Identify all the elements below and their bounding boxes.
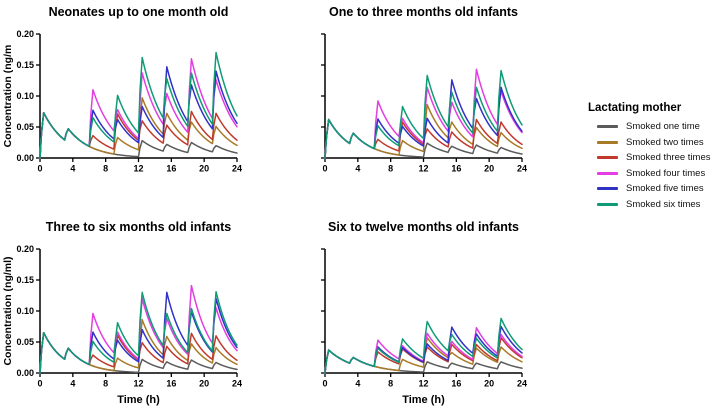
- legend-item-label: Smoked three times: [626, 152, 711, 164]
- y-tick-label: 0.10: [16, 306, 34, 316]
- legend-line-swatch-one-time: [597, 125, 618, 129]
- x-tick-label: 0: [37, 164, 42, 174]
- x-tick-label: 8: [103, 164, 108, 174]
- x-tick-label: 20: [199, 164, 209, 174]
- x-tick-label: 4: [70, 379, 75, 389]
- y-tick-label: 0.15: [16, 275, 34, 285]
- legend-item: Smoked five times: [588, 181, 723, 197]
- chart-panel-neonates: 0.00 0.05 0.10 0.15 0.20 0 4 8 12 16 20 24 Neonates …: [2, 5, 242, 174]
- x-tick-label: 16: [166, 379, 176, 389]
- legend-item-label: Smoked five times: [626, 183, 704, 195]
- series-line-smoked-six-times: [324, 317, 523, 374]
- y-tick-label: 0.05: [16, 122, 34, 132]
- panel-title: Three to six months old infants: [46, 220, 231, 234]
- x-tick-label: 8: [388, 164, 393, 174]
- panel-title: One to three months old infants: [329, 5, 518, 19]
- x-axis-label: Time (h): [117, 394, 160, 406]
- x-tick-label: 20: [484, 164, 494, 174]
- x-tick-label: 0: [37, 379, 42, 389]
- series-line-smoked-six-times: [324, 69, 523, 159]
- legend-line-swatch-six-times: [597, 202, 618, 206]
- legend-item: Smoked six times: [588, 197, 723, 213]
- chart-panel-one-to-three-months: 0 4 8 12 16 20 24 One to three months old infan…: [321, 5, 527, 174]
- y-tick-label: 0.15: [16, 60, 34, 70]
- chart-panel-three-to-six-months: 0.00 0.05 0.10 0.15 0.20 0 4 8 12 16 20 24 Three to …: [2, 220, 242, 406]
- y-axis-label: Concentration (ng/ml): [2, 256, 14, 365]
- y-tick-label: 0.20: [16, 244, 34, 254]
- x-tick-label: 16: [166, 164, 176, 174]
- legend-item-label: Smoked six times: [626, 198, 701, 210]
- x-tick-label: 8: [388, 379, 393, 389]
- panel-title: Six to twelve months old infants: [328, 220, 519, 234]
- x-tick-label: 20: [199, 379, 209, 389]
- x-tick-label: 24: [232, 379, 242, 389]
- legend-item-label: Smoked two times: [626, 136, 704, 148]
- legend-item: Smoked one time: [588, 119, 723, 135]
- y-axis-label: Concentration (ng/m: [2, 45, 14, 148]
- x-tick-label: 24: [517, 164, 527, 174]
- x-tick-label: 4: [355, 379, 360, 389]
- legend: Lactating mother Smoked one time Smoked …: [588, 102, 723, 212]
- x-tick-label: 24: [517, 379, 527, 389]
- panel-title: Neonates up to one month old: [49, 5, 229, 19]
- legend-title: Lactating mother: [588, 102, 682, 114]
- series-line-smoked-six-times: [39, 291, 238, 374]
- x-tick-label: 12: [418, 164, 428, 174]
- legend-line-swatch-four-times: [597, 171, 618, 175]
- x-tick-label: 12: [133, 164, 143, 174]
- legend-item: Smoked two times: [588, 135, 723, 151]
- x-axis-label: Time (h): [402, 394, 445, 406]
- x-tick-label: 12: [133, 379, 143, 389]
- legend-line-swatch-five-times: [597, 187, 618, 191]
- legend-line-swatch-three-times: [597, 156, 618, 160]
- x-tick-label: 24: [232, 164, 242, 174]
- legend-item: Smoked four times: [588, 166, 723, 182]
- legend-item: Smoked three times: [588, 150, 723, 166]
- legend-line-swatch-two-times: [597, 140, 618, 144]
- y-tick-label: 0.00: [16, 368, 34, 378]
- x-tick-label: 8: [103, 379, 108, 389]
- x-tick-label: 16: [451, 164, 461, 174]
- x-tick-label: 20: [484, 379, 494, 389]
- x-tick-label: 0: [322, 379, 327, 389]
- x-tick-label: 0: [322, 164, 327, 174]
- y-tick-label: 0.20: [16, 29, 34, 39]
- x-tick-label: 16: [451, 379, 461, 389]
- y-tick-label: 0.05: [16, 337, 34, 347]
- y-tick-label: 0.00: [16, 153, 34, 163]
- series-line-smoked-six-times: [39, 51, 238, 159]
- x-tick-label: 4: [70, 164, 75, 174]
- legend-item-label: Smoked one time: [626, 121, 700, 133]
- legend-item-label: Smoked four times: [626, 167, 706, 179]
- chart-panel-six-to-twelve-months: 0 4 8 12 16 20 24 Six to twelve months old infa…: [321, 220, 527, 406]
- x-tick-label: 4: [355, 164, 360, 174]
- y-tick-label: 0.10: [16, 91, 34, 101]
- x-tick-label: 12: [418, 379, 428, 389]
- series-line-smoked-five-times: [324, 79, 523, 159]
